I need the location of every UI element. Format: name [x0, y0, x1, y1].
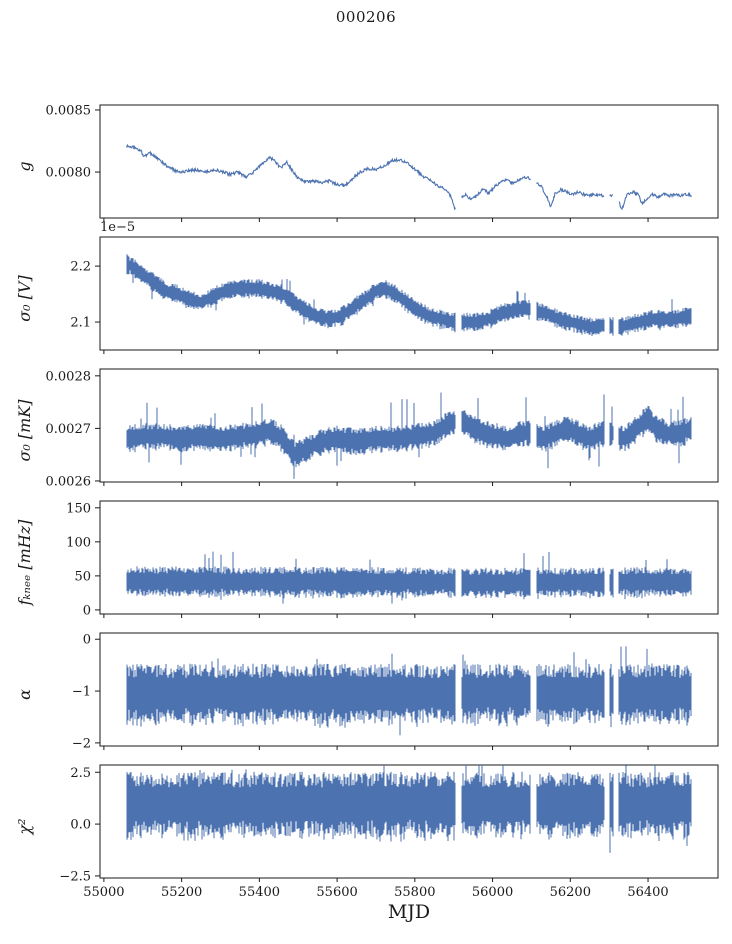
- panel-fknee-series: [126, 551, 692, 604]
- x-tick-label: 55800: [394, 885, 435, 900]
- y-tick-label: 100: [66, 535, 91, 550]
- y-tick-label: −2.5: [59, 869, 91, 884]
- y-tick-label: 0.0080: [46, 166, 92, 181]
- panel-alpha-frame: [99, 632, 719, 747]
- panel-sigma0-mk-series: [126, 392, 692, 479]
- y-tick-label: 2.5: [70, 766, 91, 781]
- panel-chi2-frame: [99, 764, 719, 879]
- y-axis-title-chi2: χ²: [15, 818, 34, 835]
- x-axis-label: MJD: [387, 901, 431, 923]
- x-tick-label: 55000: [83, 885, 124, 900]
- panel-fknee-frame: [99, 500, 719, 615]
- y-axis-title-sigma0-mk: σ₀ [mK]: [15, 399, 34, 462]
- panel-sigma0-v-frame: [99, 236, 719, 351]
- x-tick-label: 56200: [550, 885, 591, 900]
- y-tick-label: 2.1: [70, 316, 91, 331]
- y-axis-title-g: g: [15, 161, 34, 171]
- x-tick-label: 56400: [627, 885, 668, 900]
- panel-chi2-series: [126, 765, 692, 853]
- panel-sigma0-v-series: [126, 254, 692, 337]
- panel-sigma0-mk-frame: [99, 368, 719, 483]
- y-tick-label: 0: [83, 633, 91, 648]
- panel-g-frame: [99, 104, 719, 219]
- y-axis-title-fknee: fₖₙₑₑ [mHz]: [15, 519, 34, 607]
- x-tick-label: 55400: [239, 885, 280, 900]
- y-tick-label: 0.0028: [46, 369, 92, 384]
- y-tick-label: 0.0: [70, 818, 91, 833]
- figure-title: 000206: [335, 8, 397, 26]
- y-tick-label: −2: [72, 736, 91, 751]
- y-axis-title-sigma0-v: σ₀ [V]: [15, 275, 34, 322]
- y-tick-label: 0.0026: [46, 474, 92, 489]
- x-tick-label: 55600: [316, 885, 357, 900]
- y-tick-label: 2.2: [70, 260, 91, 275]
- y-tick-label: 0.0027: [46, 422, 92, 437]
- x-tick-label: 56000: [472, 885, 513, 900]
- y-axis-title-alpha: α: [15, 689, 34, 700]
- y-tick-label: −1: [72, 685, 91, 700]
- y-tick-label: 150: [66, 501, 91, 516]
- x-tick-label: 55200: [161, 885, 202, 900]
- y-tick-label: 50: [74, 569, 91, 584]
- panel-alpha-series: [126, 646, 692, 736]
- axis-offset-label: 1e−5: [100, 220, 135, 235]
- y-tick-label: 0.0085: [46, 103, 92, 118]
- y-tick-label: 0: [83, 603, 91, 618]
- panel-g-series: [125, 143, 692, 211]
